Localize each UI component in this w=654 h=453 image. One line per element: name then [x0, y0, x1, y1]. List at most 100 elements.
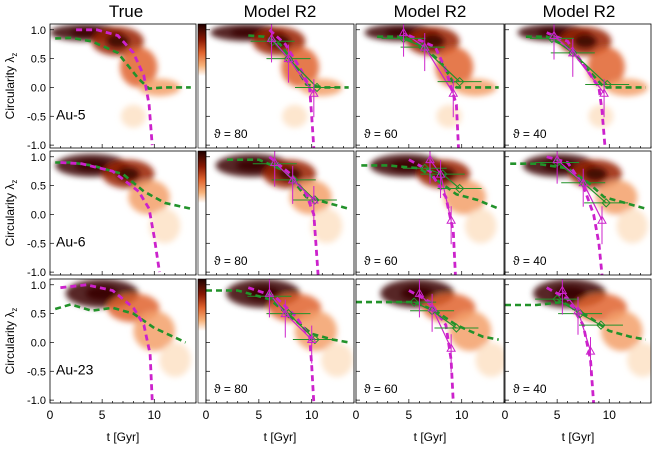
- trend-lines: [54, 283, 187, 401]
- green-dashed-trend: [55, 36, 191, 90]
- heat-blob: [616, 208, 648, 244]
- heat-core: [106, 34, 130, 49]
- heat-blob: [435, 47, 474, 88]
- heatmap: [522, 153, 648, 244]
- magenta-triangle-marker: [287, 174, 298, 184]
- magenta-triangle-marker: [567, 47, 578, 57]
- green-diamond-marker: [552, 294, 562, 304]
- heat-blob: [436, 104, 462, 128]
- heat-blob: [120, 104, 146, 128]
- panel-0-1: ϑ = 80: [205, 23, 355, 149]
- y-tick-label: 1.0: [31, 152, 46, 164]
- magenta-triangle-marker: [552, 154, 563, 164]
- magenta-triangle-marker: [283, 53, 294, 63]
- magenta-triangle-marker: [448, 88, 459, 97]
- heat-blob: [627, 342, 651, 378]
- heatmap: [65, 279, 191, 378]
- heat-blob: [587, 47, 625, 88]
- magenta-triangle-marker: [597, 215, 607, 224]
- magenta-triangle-marker: [280, 308, 291, 318]
- green-diamond-marker: [409, 297, 419, 307]
- y-tick-label: -0.5: [27, 366, 46, 378]
- theta-label: ϑ = 40: [513, 127, 547, 141]
- magenta-triangle-marker: [419, 42, 430, 51]
- green-diamond-marker: [310, 334, 320, 345]
- galaxy-label: Au-23: [56, 361, 94, 377]
- green-diamond-marker: [454, 76, 465, 87]
- heat-blob: [595, 179, 638, 215]
- x-axis-label: t [Gyr]: [107, 430, 140, 444]
- y-tick-label: -1.0: [27, 395, 46, 407]
- y-axis-label-subscript: z: [10, 308, 19, 312]
- magenta-triangle-marker: [573, 305, 583, 315]
- colorbar: [198, 24, 206, 77]
- magenta-triangle-marker: [435, 169, 446, 178]
- magenta-triangle-marker: [599, 88, 609, 97]
- x-tick-label: 5: [554, 408, 561, 422]
- heat-blob: [321, 342, 353, 378]
- green-diamond-marker: [575, 308, 585, 319]
- trend-lines: [55, 28, 191, 146]
- x-tick-label: 5: [256, 408, 263, 422]
- green-dashed-trend: [505, 300, 647, 341]
- heat-core: [235, 159, 270, 172]
- magenta-dashed-trend: [60, 161, 161, 273]
- magenta-triangle-marker: [549, 30, 559, 40]
- green-diamond-marker: [454, 183, 465, 194]
- x-tick-label: 10: [603, 408, 617, 422]
- y-tick-label: 0.5: [31, 181, 46, 193]
- y-tick-label: 0.0: [31, 209, 46, 221]
- y-tick-label: -1.0: [27, 267, 46, 279]
- y-tick-label: -0.5: [27, 111, 46, 123]
- trend-lines: [505, 279, 647, 403]
- trend-lines: [248, 24, 349, 148]
- x-tick-label: 5: [406, 408, 413, 422]
- magenta-dashed-trend: [408, 289, 455, 403]
- y-axis-label: Circularity λz: [3, 53, 19, 120]
- heat-core: [573, 34, 598, 49]
- green-diamond-marker: [312, 82, 322, 93]
- heat-blob: [294, 310, 338, 352]
- trend-lines: [356, 279, 499, 403]
- panel-0-3: ϑ = 40: [504, 23, 652, 149]
- y-axis-label: Circularity λz: [3, 180, 19, 247]
- green-dashed-trend: [525, 35, 646, 89]
- theta-label: ϑ = 80: [214, 254, 248, 268]
- green-diamond-marker: [437, 169, 448, 179]
- heat-blob: [600, 310, 643, 352]
- panel-1-3: ϑ = 40: [504, 150, 652, 276]
- magenta-dashed-trend: [408, 34, 460, 148]
- magenta-dashed-trend: [76, 28, 154, 146]
- magenta-triangle-marker: [557, 285, 568, 295]
- panel-1-2: ϑ = 60: [355, 150, 505, 276]
- panel-2-1: ϑ = 80 0 5 10 t [Gyr]: [203, 278, 355, 444]
- y-tick-label: 0.0: [31, 337, 46, 349]
- x-tick-label: 10: [455, 408, 469, 422]
- panel-2-2: ϑ = 60 0 5 10 t [Gyr]: [353, 278, 505, 444]
- x-tick-label: 0: [47, 408, 54, 422]
- trend-lines: [227, 151, 350, 275]
- x-tick-label: 0: [353, 408, 360, 422]
- y-axis-label-subscript: z: [10, 180, 19, 184]
- theta-label: ϑ = 40: [513, 382, 547, 396]
- magenta-triangle-marker: [414, 288, 425, 297]
- y-tick-label: 1.0: [31, 25, 46, 37]
- heatmap: [533, 279, 651, 378]
- y-axis-label-subscript: z: [10, 53, 19, 57]
- colorbar: [198, 151, 206, 204]
- heat-blob: [475, 342, 504, 378]
- magenta-triangle-marker: [306, 334, 317, 344]
- col-title-model-2: Model R2: [393, 2, 467, 21]
- magenta-triangle-marker: [398, 27, 409, 37]
- trend-lines: [510, 151, 647, 275]
- galaxy-label: Au-5: [56, 106, 86, 122]
- x-tick-label: 10: [305, 408, 319, 422]
- x-tick-label: 10: [148, 408, 162, 422]
- trend-lines: [377, 24, 499, 148]
- x-tick-label: 0: [203, 408, 210, 422]
- theta-label: ϑ = 60: [364, 127, 398, 141]
- y-tick-label: 0.5: [31, 54, 46, 66]
- y-tick-label: 0.0: [31, 82, 46, 94]
